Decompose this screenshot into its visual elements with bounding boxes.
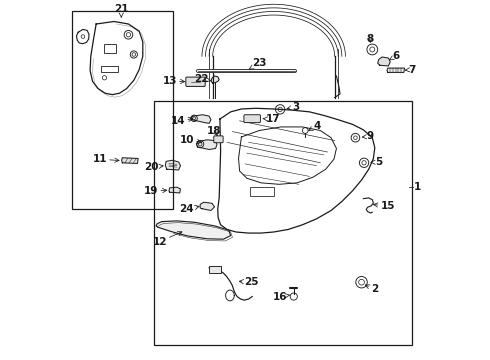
Polygon shape xyxy=(378,57,390,66)
Polygon shape xyxy=(122,158,138,163)
Polygon shape xyxy=(166,160,180,170)
Text: 14: 14 xyxy=(171,116,193,126)
Text: 3: 3 xyxy=(287,102,299,112)
Text: 9: 9 xyxy=(362,131,374,141)
Bar xyxy=(104,44,116,53)
Bar xyxy=(101,66,118,72)
Text: 18: 18 xyxy=(207,126,221,136)
Polygon shape xyxy=(191,115,211,123)
Polygon shape xyxy=(200,202,215,211)
FancyBboxPatch shape xyxy=(244,115,260,123)
Text: 25: 25 xyxy=(239,277,259,287)
Text: 23: 23 xyxy=(249,58,267,69)
Text: 22: 22 xyxy=(194,74,211,84)
Text: 6: 6 xyxy=(389,51,399,61)
Text: 24: 24 xyxy=(179,204,199,215)
Text: 13: 13 xyxy=(162,76,185,86)
Polygon shape xyxy=(169,187,180,193)
Polygon shape xyxy=(211,76,219,83)
Text: 5: 5 xyxy=(371,157,382,167)
Bar xyxy=(72,12,173,209)
Text: 16: 16 xyxy=(273,292,290,302)
Polygon shape xyxy=(387,68,405,72)
FancyBboxPatch shape xyxy=(214,136,223,143)
Text: 4: 4 xyxy=(309,121,320,131)
Text: 1: 1 xyxy=(414,182,421,192)
FancyBboxPatch shape xyxy=(186,77,205,86)
Text: 15: 15 xyxy=(373,201,395,211)
Text: 20: 20 xyxy=(144,162,163,172)
Bar xyxy=(250,187,274,196)
Text: 17: 17 xyxy=(263,114,280,124)
Bar xyxy=(153,101,412,345)
Text: 19: 19 xyxy=(144,186,167,197)
Polygon shape xyxy=(196,140,217,149)
Bar xyxy=(209,266,220,273)
Text: 10: 10 xyxy=(179,135,201,145)
Text: 2: 2 xyxy=(366,284,378,294)
Text: 7: 7 xyxy=(405,64,416,75)
Text: 21: 21 xyxy=(114,4,128,17)
Text: 8: 8 xyxy=(366,35,373,44)
Text: 11: 11 xyxy=(93,154,119,164)
Polygon shape xyxy=(156,221,231,239)
Text: 12: 12 xyxy=(152,231,182,247)
